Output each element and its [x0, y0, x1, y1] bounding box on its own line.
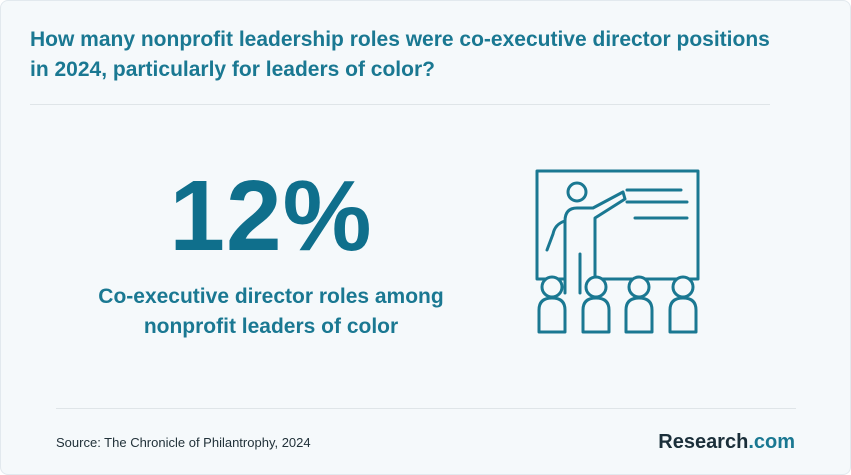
logo-suffix: .com	[748, 431, 795, 453]
source-citation: Source: The Chronicle of Philantrophy, 2…	[56, 435, 311, 450]
top-divider	[30, 104, 770, 105]
stat-label: Co-executive director roles among nonpro…	[98, 285, 444, 338]
presentation-audience-icon	[535, 169, 700, 334]
stat-value: 12%	[169, 160, 373, 272]
brand-logo: Research.com	[658, 429, 795, 455]
logo-main: Research	[658, 431, 749, 453]
page-title: How many nonprofit leadership roles were…	[30, 28, 770, 81]
bottom-divider	[56, 408, 796, 409]
